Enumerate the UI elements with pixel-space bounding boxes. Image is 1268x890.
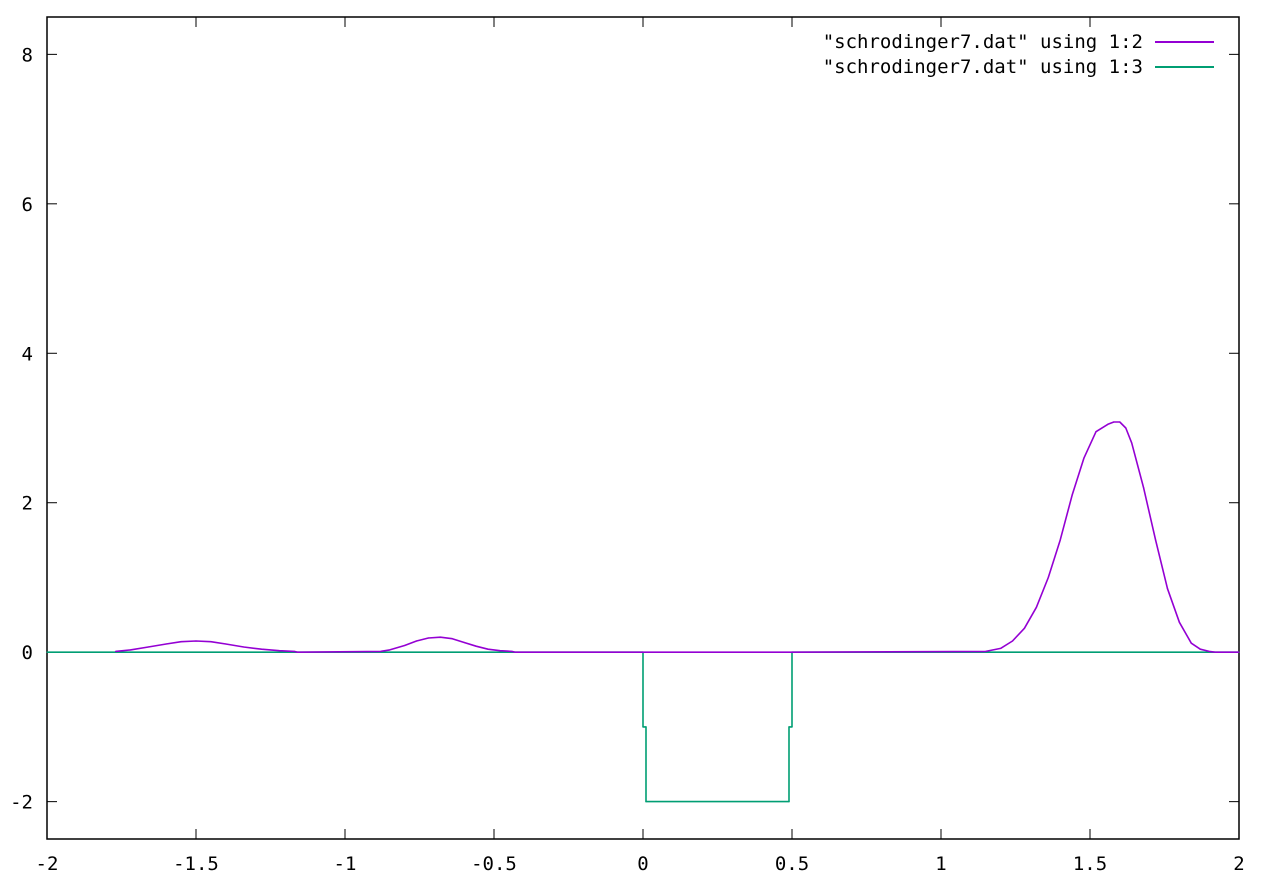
data-point <box>1059 539 1061 541</box>
data-point <box>645 726 647 728</box>
data-point <box>129 649 132 651</box>
data-point <box>511 650 513 653</box>
y-axis: -2 0 2 4 6 8 <box>10 44 1239 814</box>
series-1 <box>114 421 1240 654</box>
data-point <box>180 641 182 643</box>
y-tick-label: -2 <box>10 792 33 814</box>
data-point <box>1095 431 1097 433</box>
data-point <box>165 643 167 645</box>
data-point <box>1035 606 1037 608</box>
data-point <box>1190 642 1192 644</box>
series-line-2 <box>47 651 1239 803</box>
y-tick-label: 6 <box>22 194 33 216</box>
data-point <box>475 645 477 647</box>
series-line-1 <box>115 421 1239 654</box>
x-axis: -2 -1.5 -1 -0.5 0 0.5 1 1.5 2 <box>36 17 1245 875</box>
data-point <box>1047 576 1049 579</box>
x-tick-label: -2 <box>36 853 59 875</box>
y-tick-label: 0 <box>22 642 33 664</box>
data-point <box>642 651 644 653</box>
data-point <box>788 726 790 728</box>
data-point <box>1119 421 1121 423</box>
data-point <box>114 650 117 653</box>
data-point <box>293 650 295 653</box>
data-point <box>1083 457 1085 459</box>
data-point <box>439 636 441 638</box>
series-2 <box>46 651 1240 803</box>
series-layer <box>46 421 1240 803</box>
data-point <box>427 637 430 639</box>
data-point <box>210 641 212 643</box>
data-point <box>404 644 406 647</box>
data-point <box>1208 650 1210 653</box>
data-point <box>296 651 298 653</box>
data-point <box>451 638 453 640</box>
data-point <box>499 650 501 652</box>
x-tick-label: 2 <box>1233 853 1244 875</box>
x-tick-label: -0.5 <box>471 853 517 875</box>
data-point <box>1000 647 1002 650</box>
data-point <box>1071 494 1073 496</box>
data-point <box>642 726 644 728</box>
data-point <box>147 646 149 648</box>
x-tick-label: 1.5 <box>1073 853 1107 875</box>
data-point <box>1011 640 1014 642</box>
data-point <box>514 651 516 653</box>
data-point <box>260 648 263 650</box>
legend-label-1: "schrodinger7.dat" using 1:2 <box>823 31 1143 53</box>
data-point <box>380 650 382 653</box>
data-point <box>1238 651 1240 653</box>
y-tick-label: 8 <box>22 44 33 66</box>
data-point <box>463 641 465 644</box>
y-tick-label: 2 <box>22 493 33 515</box>
data-point <box>487 648 489 650</box>
data-point <box>788 801 790 803</box>
data-point <box>791 726 793 728</box>
data-point <box>46 651 48 653</box>
data-point <box>1023 627 1026 629</box>
x-tick-label: 0 <box>637 853 648 875</box>
data-point <box>1131 442 1133 444</box>
data-point <box>1113 421 1115 423</box>
x-tick-label: -1 <box>334 853 357 875</box>
data-point <box>278 650 281 652</box>
legend: "schrodinger7.dat" using 1:2 "schrodinger… <box>823 31 1214 78</box>
data-point <box>243 646 245 648</box>
data-point <box>389 649 391 651</box>
data-point <box>225 643 227 645</box>
data-point <box>1125 427 1127 429</box>
data-point <box>791 651 793 653</box>
data-point <box>645 801 647 803</box>
y-tick-label: 4 <box>22 343 33 365</box>
data-point <box>1214 651 1216 653</box>
data-point <box>1166 588 1169 590</box>
data-point <box>1107 423 1109 425</box>
data-point <box>1154 539 1157 541</box>
data-point <box>195 640 197 642</box>
data-point <box>415 640 418 642</box>
x-tick-label: -1.5 <box>173 853 219 875</box>
data-point <box>1199 648 1201 650</box>
x-tick-label: 1 <box>935 853 946 875</box>
data-point <box>1178 621 1180 623</box>
legend-label-2: "schrodinger7.dat" using 1:3 <box>823 56 1143 78</box>
x-tick-label: 0.5 <box>775 853 809 875</box>
data-point <box>985 650 987 653</box>
data-point <box>1143 487 1145 489</box>
